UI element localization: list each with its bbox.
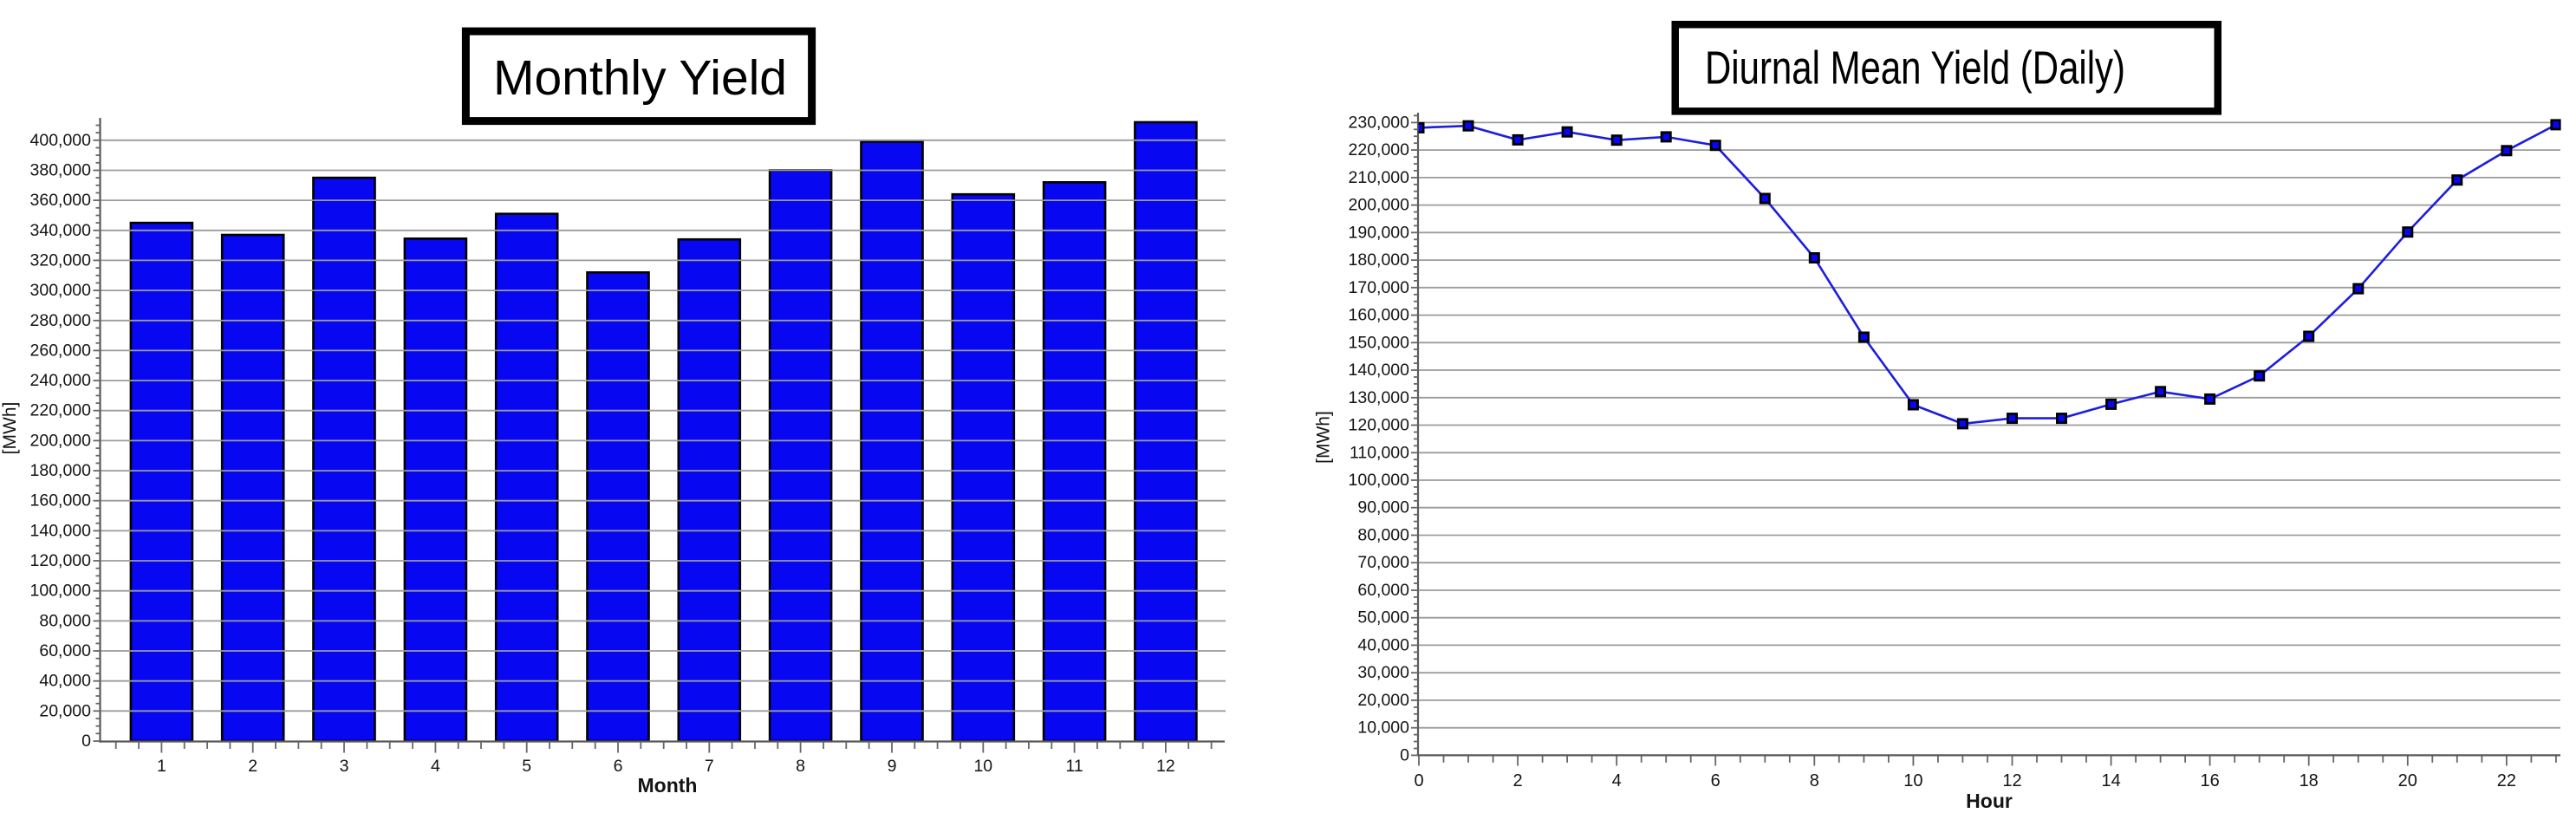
svg-text:22: 22 [2497, 771, 2516, 790]
svg-text:20,000: 20,000 [1357, 691, 1409, 710]
svg-text:10,000: 10,000 [1357, 719, 1409, 738]
svg-text:260,000: 260,000 [30, 341, 92, 360]
svg-text:380,000: 380,000 [30, 161, 92, 180]
svg-text:120,000: 120,000 [1349, 416, 1410, 435]
svg-text:100,000: 100,000 [30, 582, 92, 601]
svg-text:11: 11 [1065, 757, 1083, 776]
svg-text:9: 9 [888, 757, 897, 776]
svg-text:210,000: 210,000 [1349, 168, 1410, 187]
svg-text:0: 0 [81, 732, 91, 751]
svg-text:[MWh]: [MWh] [1314, 411, 1334, 464]
svg-text:70,000: 70,000 [1357, 553, 1409, 572]
svg-text:110,000: 110,000 [1350, 443, 1409, 462]
svg-text:230,000: 230,000 [1349, 113, 1410, 132]
svg-text:10: 10 [1903, 771, 1922, 790]
svg-text:300,000: 300,000 [30, 281, 92, 300]
svg-text:90,000: 90,000 [1357, 498, 1409, 517]
svg-text:240,000: 240,000 [30, 371, 92, 390]
svg-text:12: 12 [2002, 771, 2021, 790]
svg-text:4: 4 [431, 757, 440, 776]
svg-text:150,000: 150,000 [1349, 333, 1410, 352]
svg-text:2: 2 [1513, 771, 1523, 790]
svg-text:5: 5 [522, 757, 531, 776]
svg-text:10: 10 [973, 757, 992, 776]
svg-text:340,000: 340,000 [30, 221, 92, 240]
svg-text:8: 8 [1810, 771, 1819, 790]
svg-text:60,000: 60,000 [39, 641, 91, 660]
svg-text:180,000: 180,000 [1349, 250, 1410, 270]
svg-text:7: 7 [705, 757, 714, 776]
svg-text:80,000: 80,000 [1357, 526, 1409, 545]
svg-text:8: 8 [796, 757, 805, 776]
svg-text:200,000: 200,000 [1349, 196, 1410, 215]
svg-text:1: 1 [157, 757, 166, 776]
svg-text:Month: Month [638, 774, 698, 797]
svg-text:100,000: 100,000 [1349, 471, 1410, 490]
svg-text:20,000: 20,000 [39, 701, 91, 720]
svg-text:6: 6 [614, 757, 623, 776]
svg-text:30,000: 30,000 [1357, 663, 1409, 682]
svg-text:0: 0 [1414, 771, 1423, 790]
svg-text:80,000: 80,000 [39, 611, 91, 630]
svg-text:170,000: 170,000 [1349, 278, 1410, 297]
svg-text:400,000: 400,000 [30, 131, 92, 150]
svg-text:3: 3 [340, 757, 349, 776]
svg-text:18: 18 [2300, 771, 2319, 790]
svg-text:40,000: 40,000 [1357, 635, 1409, 654]
svg-text:280,000: 280,000 [30, 311, 92, 330]
svg-text:16: 16 [2200, 771, 2219, 790]
svg-text:140,000: 140,000 [1349, 361, 1410, 380]
svg-text:140,000: 140,000 [30, 521, 92, 540]
svg-text:130,000: 130,000 [1349, 388, 1410, 407]
svg-text:Hour: Hour [1966, 790, 2013, 812]
svg-text:12: 12 [1156, 757, 1175, 776]
svg-text:360,000: 360,000 [30, 191, 92, 210]
svg-text:220,000: 220,000 [1349, 140, 1410, 159]
svg-text:0: 0 [1400, 745, 1409, 764]
svg-text:160,000: 160,000 [1349, 306, 1410, 325]
svg-text:160,000: 160,000 [30, 491, 92, 511]
svg-text:Diurnal Mean Yield (Daily): Diurnal Mean Yield (Daily) [1705, 42, 2125, 94]
svg-text:14: 14 [2101, 771, 2120, 790]
svg-text:320,000: 320,000 [30, 250, 92, 270]
svg-text:Monthly Yield: Monthly Yield [493, 50, 787, 106]
svg-text:4: 4 [1612, 771, 1622, 790]
svg-text:50,000: 50,000 [1357, 608, 1409, 628]
svg-text:60,000: 60,000 [1357, 581, 1409, 600]
svg-text:120,000: 120,000 [30, 551, 92, 570]
svg-text:[MWh]: [MWh] [0, 402, 20, 455]
svg-text:190,000: 190,000 [1349, 223, 1410, 242]
svg-text:180,000: 180,000 [30, 461, 92, 480]
svg-text:200,000: 200,000 [30, 431, 92, 450]
svg-text:6: 6 [1711, 771, 1721, 790]
svg-text:2: 2 [248, 757, 257, 776]
svg-text:20: 20 [2398, 771, 2417, 790]
svg-text:220,000: 220,000 [30, 401, 92, 420]
svg-text:40,000: 40,000 [39, 672, 91, 691]
